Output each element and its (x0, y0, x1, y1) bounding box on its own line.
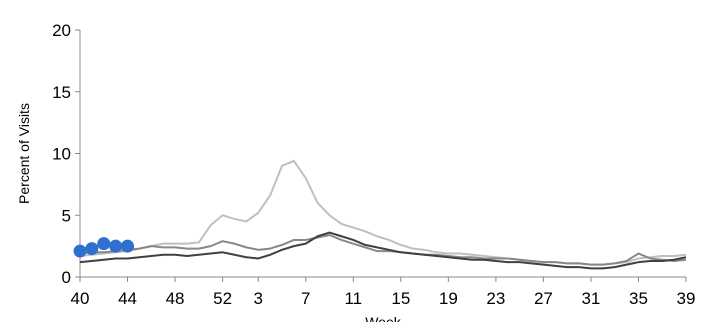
x-tick-label: 15 (391, 289, 410, 308)
x-tick-label: 7 (301, 289, 310, 308)
data-point (109, 239, 123, 253)
series-line-3 (79, 231, 687, 270)
series-layer (73, 159, 687, 270)
x-tick-label: 52 (213, 289, 232, 308)
x-tick-label: 48 (166, 289, 185, 308)
x-tick-label: 11 (344, 289, 362, 308)
x-axis-title: Week (365, 314, 402, 322)
data-point (97, 237, 111, 251)
x-tick-label: 40 (71, 289, 90, 308)
x-tick-label: 39 (677, 289, 696, 308)
y-tick-label: 5 (62, 206, 71, 225)
series-line-2 (79, 234, 687, 266)
x-tick-label: 23 (486, 289, 505, 308)
x-tick-label: 27 (534, 289, 553, 308)
axes: 0 5 10 15 20 40 44 48 52 3 7 11 15 19 23 27 31 35 39 (52, 21, 695, 308)
y-tick-label: 20 (52, 21, 71, 40)
data-point (73, 244, 87, 258)
x-tick-label: 35 (629, 289, 648, 308)
x-tick-label: 31 (581, 289, 600, 308)
data-point (121, 239, 135, 253)
x-tick-label: 44 (118, 289, 137, 308)
x-tick-label: 3 (254, 289, 263, 308)
y-tick-label: 15 (52, 83, 71, 102)
y-axis-title: Percent of Visits (16, 103, 32, 204)
data-point (85, 242, 99, 256)
labels-layer: Percent of Visits Week (16, 103, 402, 322)
y-tick-label: 0 (62, 268, 71, 287)
x-tick-label: 19 (439, 289, 458, 308)
y-tick-label: 10 (52, 145, 71, 164)
